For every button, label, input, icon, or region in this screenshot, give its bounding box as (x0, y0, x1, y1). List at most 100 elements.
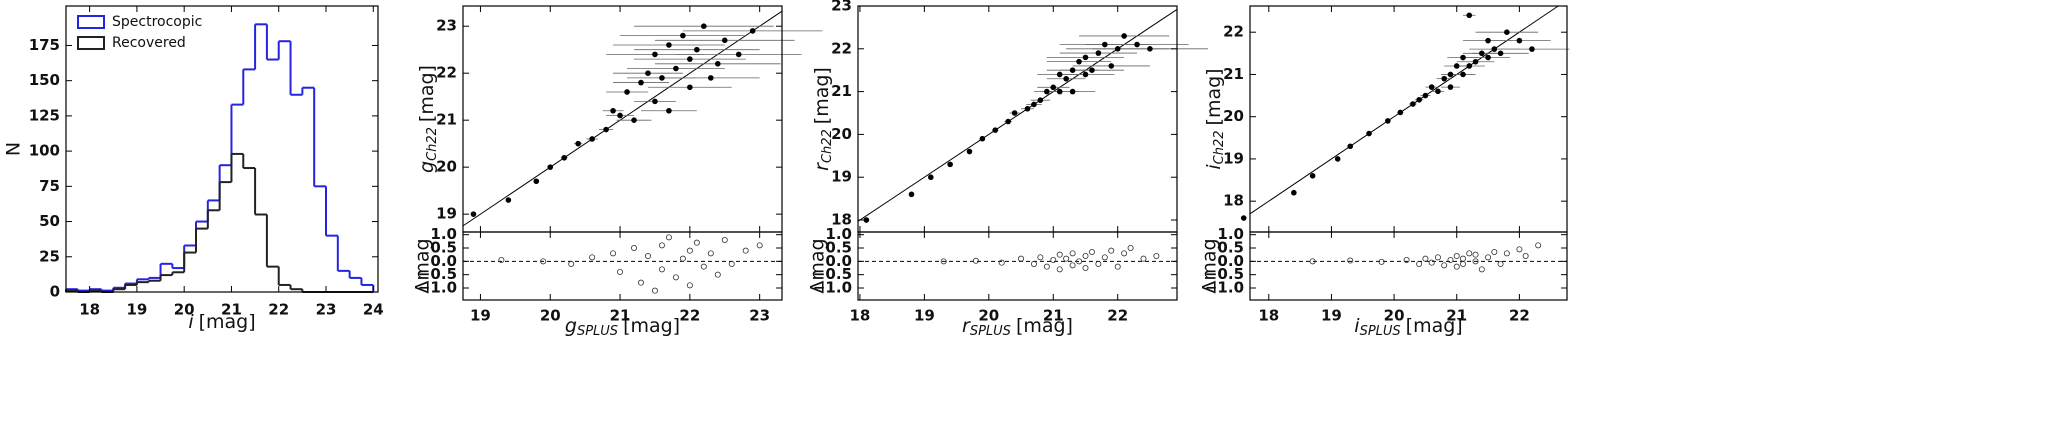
point (992, 127, 999, 133)
point (1447, 84, 1454, 90)
point (1491, 46, 1498, 52)
label-symbol: i (188, 311, 194, 333)
point (1385, 118, 1391, 124)
point (659, 75, 665, 81)
residual-point (1478, 266, 1485, 273)
residual-point (498, 256, 505, 263)
residual-point (998, 259, 1005, 266)
residual-point (1453, 252, 1460, 259)
y-tick-label: −1.0 (813, 279, 852, 297)
y-tick-label: 20 (1223, 107, 1244, 125)
residual-point (1460, 260, 1467, 267)
residual-point (1043, 263, 1050, 270)
y-tick-label: 22 (831, 39, 852, 57)
point (547, 164, 554, 170)
axis-label: iCh22 [mag] (1203, 68, 1227, 169)
point (1134, 41, 1140, 48)
axes-frame (1249, 231, 1568, 301)
label-unit: [mag] (416, 65, 438, 122)
y-tick-label: 1.0 (825, 225, 852, 243)
residual-point (1453, 263, 1460, 270)
residual-point (1535, 242, 1542, 249)
point (1063, 75, 1069, 82)
axis-label: N (3, 142, 25, 156)
y-tick-label: 50 (39, 212, 60, 230)
residual-point (1076, 258, 1083, 265)
residual-point (1422, 255, 1429, 262)
residual-point (1063, 255, 1070, 262)
point (610, 107, 616, 114)
point (1069, 88, 1076, 95)
axis-label: rSPLUS [mag] (962, 315, 1073, 339)
label-subscript: SPLUS (1360, 324, 1401, 339)
x-tick-label: 22 (1509, 307, 1530, 325)
point (505, 197, 512, 203)
residual-point (940, 258, 947, 265)
y-tick-label: −0.5 (1205, 265, 1244, 283)
y-tick-label: 0.5 (825, 239, 852, 257)
point (735, 51, 742, 58)
y-tick-label: 19 (436, 205, 457, 223)
point (1095, 50, 1102, 56)
point (1240, 215, 1247, 221)
point (1056, 71, 1063, 78)
residual-point (1095, 260, 1102, 267)
y-tick-label: 75 (39, 177, 60, 195)
point (1309, 173, 1316, 179)
residual-point (1140, 255, 1147, 262)
residual-point (1101, 254, 1108, 261)
point (533, 178, 540, 185)
label-subscript: Ch22 (425, 127, 440, 161)
residual-point (1050, 256, 1057, 263)
residual-point (1108, 247, 1115, 254)
residual-point (568, 260, 575, 267)
y-tick-label: 22 (1223, 23, 1244, 41)
point (1422, 92, 1429, 99)
y-tick-label: 21 (831, 82, 852, 100)
point (652, 98, 658, 105)
y-tick-label: 0.0 (430, 252, 457, 270)
residual-point (1069, 250, 1076, 257)
point (1121, 33, 1127, 39)
point (1428, 84, 1435, 90)
label-symbol: r (962, 315, 971, 337)
point (1082, 54, 1089, 61)
axis-label: gSPLUS [mag] (565, 315, 680, 339)
label-symbol: g (565, 315, 577, 337)
residual-point (700, 263, 707, 270)
label-symbol: i (1203, 164, 1225, 170)
axes-frame (857, 231, 1178, 301)
x-tick-label: 19 (1321, 307, 1342, 325)
x-tick-label: 20 (540, 307, 561, 325)
label-symbol: i (1354, 315, 1360, 337)
label-unit: [mag] (1016, 315, 1073, 337)
residual-point (686, 282, 693, 289)
point (1024, 105, 1031, 112)
x-tick-label: 19 (126, 301, 147, 319)
residual-point (1416, 260, 1423, 267)
point (1466, 12, 1473, 19)
residual-point (651, 287, 658, 294)
point (1416, 96, 1422, 103)
point (624, 89, 630, 95)
x-tick-label: 21 (221, 301, 242, 319)
one-to-one-line (857, 9, 1178, 222)
point (1466, 63, 1473, 69)
y-tick-label: 18 (1223, 192, 1244, 210)
y-tick-label: 0.0 (1217, 252, 1244, 270)
point (1334, 156, 1341, 162)
point (1497, 50, 1504, 57)
residual-point (1082, 252, 1089, 259)
one-to-one-line (1249, 5, 1559, 215)
point (575, 140, 581, 147)
residual-point (1347, 257, 1354, 264)
residual-point (972, 257, 979, 264)
point (1076, 58, 1082, 65)
residual-point (1472, 251, 1479, 258)
point (603, 126, 609, 133)
point (1397, 109, 1404, 116)
y-tick-label: 25 (39, 247, 60, 265)
point (673, 65, 679, 72)
residual-point (589, 254, 596, 261)
residual-point (1522, 252, 1529, 259)
